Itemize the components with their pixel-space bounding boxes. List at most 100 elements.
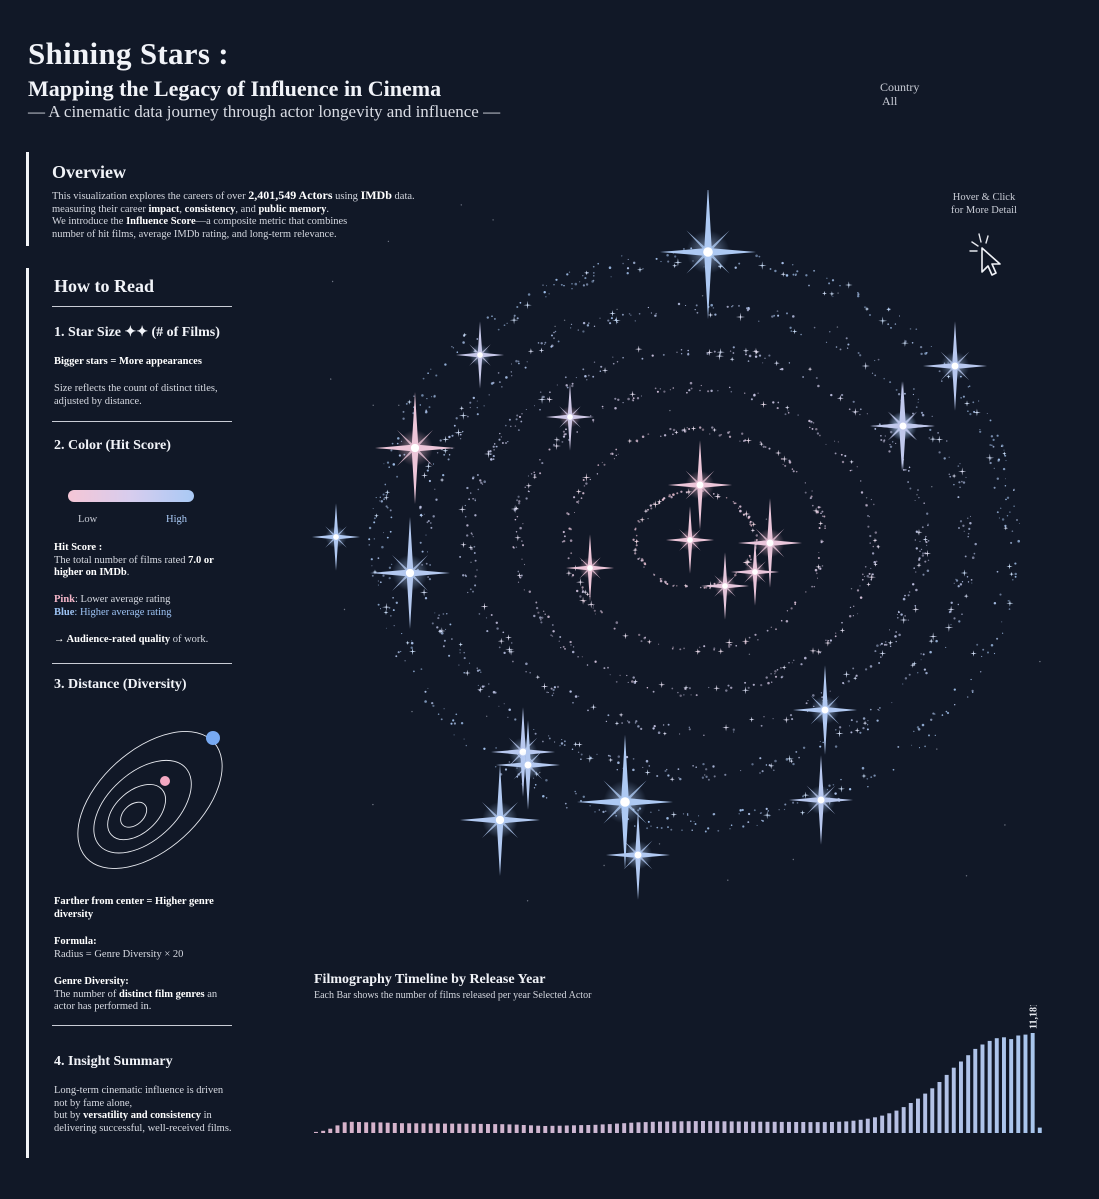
highlighted-actor-star[interactable] (668, 440, 732, 530)
actor-star[interactable] (441, 435, 450, 444)
timeline-bar[interactable] (901, 1107, 906, 1133)
highlighted-actor-star[interactable] (789, 755, 853, 845)
actor-dot[interactable] (577, 655, 579, 658)
highlighted-actor-star[interactable] (606, 810, 670, 900)
actor-dot[interactable] (634, 722, 637, 724)
actor-dot[interactable] (491, 315, 493, 318)
actor-dot[interactable] (641, 435, 645, 438)
actor-dot[interactable] (528, 490, 530, 493)
actor-dot[interactable] (517, 495, 520, 498)
actor-dot[interactable] (413, 670, 415, 673)
actor-dot[interactable] (634, 552, 637, 555)
actor-dot[interactable] (747, 360, 750, 362)
actor-dot[interactable] (472, 476, 475, 479)
actor-dot[interactable] (917, 398, 919, 400)
actor-dot[interactable] (883, 439, 886, 442)
timeline-bars[interactable] (314, 1033, 1042, 1133)
actor-dot[interactable] (784, 803, 787, 806)
actor-star[interactable] (873, 562, 878, 567)
actor-dot[interactable] (914, 604, 917, 607)
actor-dot[interactable] (516, 515, 519, 518)
actor-dot[interactable] (747, 812, 751, 816)
actor-dot[interactable] (453, 424, 456, 427)
actor-dot[interactable] (825, 341, 828, 343)
highlighted-actor-star[interactable] (738, 498, 802, 588)
actor-dot[interactable] (839, 348, 842, 351)
actor-star[interactable] (853, 676, 858, 681)
actor-star[interactable] (1002, 451, 1007, 456)
actor-dot[interactable] (368, 526, 372, 530)
timeline-bar[interactable] (959, 1061, 963, 1134)
actor-dot[interactable] (525, 408, 527, 411)
actor-dot[interactable] (568, 527, 571, 530)
actor-dot[interactable] (971, 582, 973, 584)
actor-dot[interactable] (468, 662, 471, 664)
actor-star[interactable] (799, 810, 806, 816)
timeline-bar[interactable] (916, 1098, 920, 1133)
actor-dot[interactable] (429, 522, 432, 524)
highlighted-actor-star[interactable] (793, 665, 857, 755)
actor-star[interactable] (587, 600, 596, 609)
actor-dot[interactable] (753, 809, 756, 812)
actor-dot[interactable] (507, 440, 509, 443)
actor-star[interactable] (712, 427, 717, 433)
actor-star[interactable] (837, 785, 845, 793)
actor-dot[interactable] (767, 681, 770, 685)
actor-dot[interactable] (565, 384, 568, 387)
actor-dot[interactable] (435, 498, 438, 501)
actor-dot[interactable] (621, 313, 624, 316)
actor-dot[interactable] (420, 668, 423, 670)
actor-dot[interactable] (476, 569, 478, 571)
timeline-bar[interactable] (1002, 1037, 1006, 1133)
actor-dot[interactable] (678, 777, 680, 779)
actor-dot[interactable] (754, 349, 756, 352)
actor-dot[interactable] (545, 779, 548, 782)
actor-dot[interactable] (515, 531, 518, 533)
timeline-bar[interactable] (1030, 1033, 1035, 1133)
actor-dot[interactable] (714, 313, 717, 316)
actor-star[interactable] (861, 361, 870, 371)
actor-dot[interactable] (382, 532, 385, 534)
actor-dot[interactable] (665, 768, 668, 771)
actor-dot[interactable] (996, 637, 999, 640)
actor-dot[interactable] (539, 459, 541, 461)
actor-dot[interactable] (735, 572, 737, 574)
actor-dot[interactable] (635, 439, 639, 443)
actor-dot[interactable] (709, 433, 711, 435)
actor-dot[interactable] (390, 449, 393, 452)
timeline-bar[interactable] (894, 1110, 899, 1133)
actor-dot[interactable] (686, 391, 688, 394)
actor-dot[interactable] (993, 652, 996, 655)
actor-dot[interactable] (911, 744, 913, 746)
actor-dot[interactable] (996, 434, 999, 437)
actor-dot[interactable] (603, 667, 606, 670)
actor-dot[interactable] (817, 506, 821, 509)
actor-dot[interactable] (575, 589, 579, 593)
actor-dot[interactable] (907, 470, 910, 472)
actor-dot[interactable] (998, 517, 1000, 519)
actor-dot[interactable] (773, 314, 776, 317)
actor-star[interactable] (775, 449, 782, 457)
actor-dot[interactable] (945, 710, 948, 713)
actor-dot[interactable] (962, 524, 965, 527)
actor-dot[interactable] (468, 498, 470, 501)
actor-dot[interactable] (740, 770, 742, 772)
actor-dot[interactable] (379, 500, 381, 502)
actor-dot[interactable] (866, 724, 869, 726)
actor-dot[interactable] (593, 325, 596, 327)
actor-dot[interactable] (991, 444, 993, 446)
actor-dot[interactable] (869, 708, 872, 711)
actor-dot[interactable] (570, 552, 573, 555)
actor-dot[interactable] (683, 694, 685, 696)
actor-dot[interactable] (634, 528, 637, 531)
timeline-bar[interactable] (514, 1124, 519, 1133)
actor-dot[interactable] (855, 720, 858, 723)
actor-dot[interactable] (472, 498, 474, 500)
actor-dot[interactable] (688, 726, 690, 728)
actor-dot[interactable] (800, 333, 802, 336)
actor-dot[interactable] (856, 589, 860, 592)
actor-dot[interactable] (577, 500, 580, 502)
actor-dot[interactable] (925, 541, 928, 544)
actor-dot[interactable] (597, 464, 600, 466)
timeline-bar[interactable] (421, 1123, 426, 1133)
